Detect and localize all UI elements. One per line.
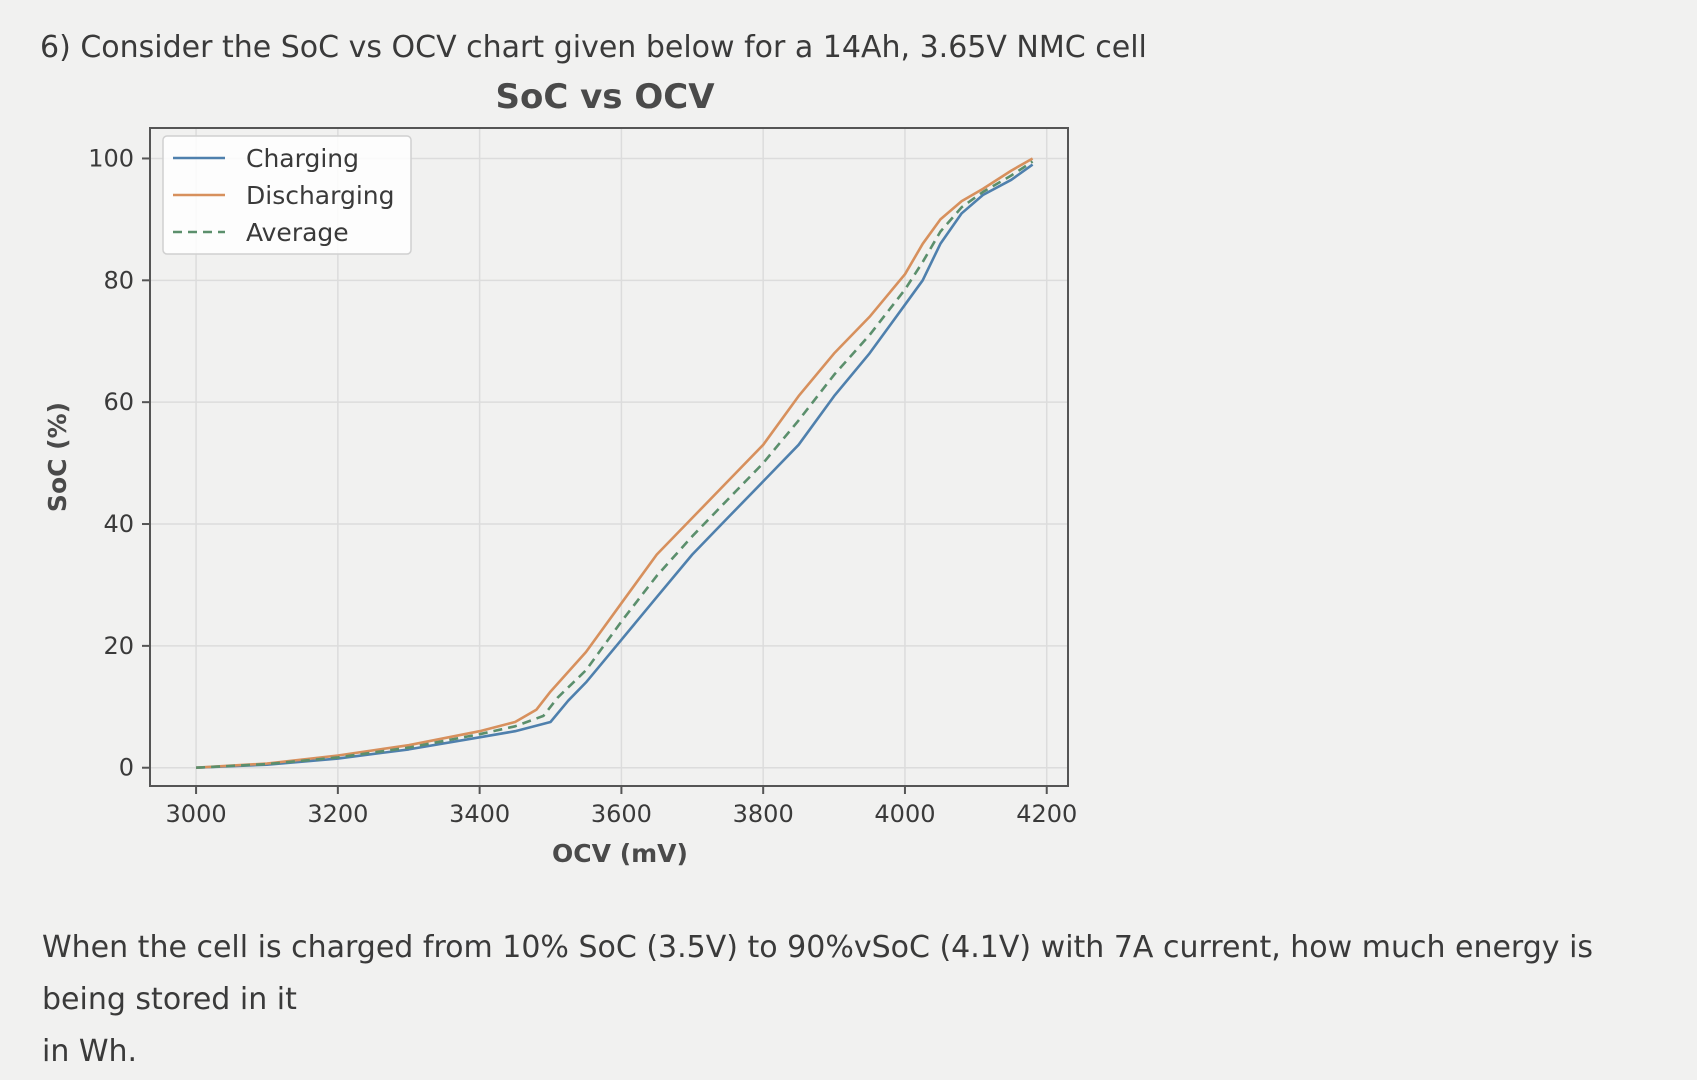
legend-box bbox=[162, 135, 412, 255]
legend-label-discharging: Discharging bbox=[246, 181, 395, 210]
x-tick-label: 4000 bbox=[874, 800, 935, 828]
x-axis-label: OCV (mV) bbox=[552, 839, 688, 868]
x-tick-label: 3000 bbox=[166, 800, 227, 828]
x-tick-label: 4200 bbox=[1016, 800, 1077, 828]
chart-title: SoC vs OCV bbox=[495, 77, 715, 117]
x-tick-label: 3800 bbox=[733, 800, 794, 828]
plot-frame bbox=[149, 127, 1069, 787]
y-tick-label: 20 bbox=[103, 632, 134, 660]
chart-legend: Charging Discharging Average bbox=[162, 135, 412, 255]
followup-line-1: When the cell is charged from 10% SoC (3… bbox=[42, 930, 1594, 1017]
axis-ticks: 3000 3200 3400 3600 3800 4000 4200 0 20 40 60 80 100 bbox=[88, 144, 1077, 828]
y-tick-label: 60 bbox=[103, 388, 134, 416]
followup-line-2: in Wh. bbox=[42, 1034, 138, 1069]
y-tick-label: 40 bbox=[103, 510, 134, 538]
y-axis-label: SoC (%) bbox=[43, 402, 72, 512]
x-tick-label: 3600 bbox=[591, 800, 652, 828]
grid-lines bbox=[150, 128, 1068, 786]
x-tick-label: 3200 bbox=[307, 800, 368, 828]
series-lines bbox=[196, 157, 1034, 769]
series-line-charging bbox=[196, 163, 1034, 769]
followup-question: When the cell is charged from 10% SoC (3… bbox=[42, 922, 1682, 1078]
question-text: 6) Consider the SoC vs OCV chart given b… bbox=[40, 30, 1147, 65]
y-tick-label: 100 bbox=[88, 144, 134, 172]
series-line-average bbox=[196, 160, 1034, 769]
x-tick-label: 3400 bbox=[449, 800, 510, 828]
y-tick-label: 0 bbox=[119, 754, 134, 782]
legend-label-average: Average bbox=[246, 218, 349, 247]
y-tick-label: 80 bbox=[103, 266, 134, 294]
legend-label-charging: Charging bbox=[246, 144, 359, 173]
series-line-discharging bbox=[196, 157, 1034, 769]
